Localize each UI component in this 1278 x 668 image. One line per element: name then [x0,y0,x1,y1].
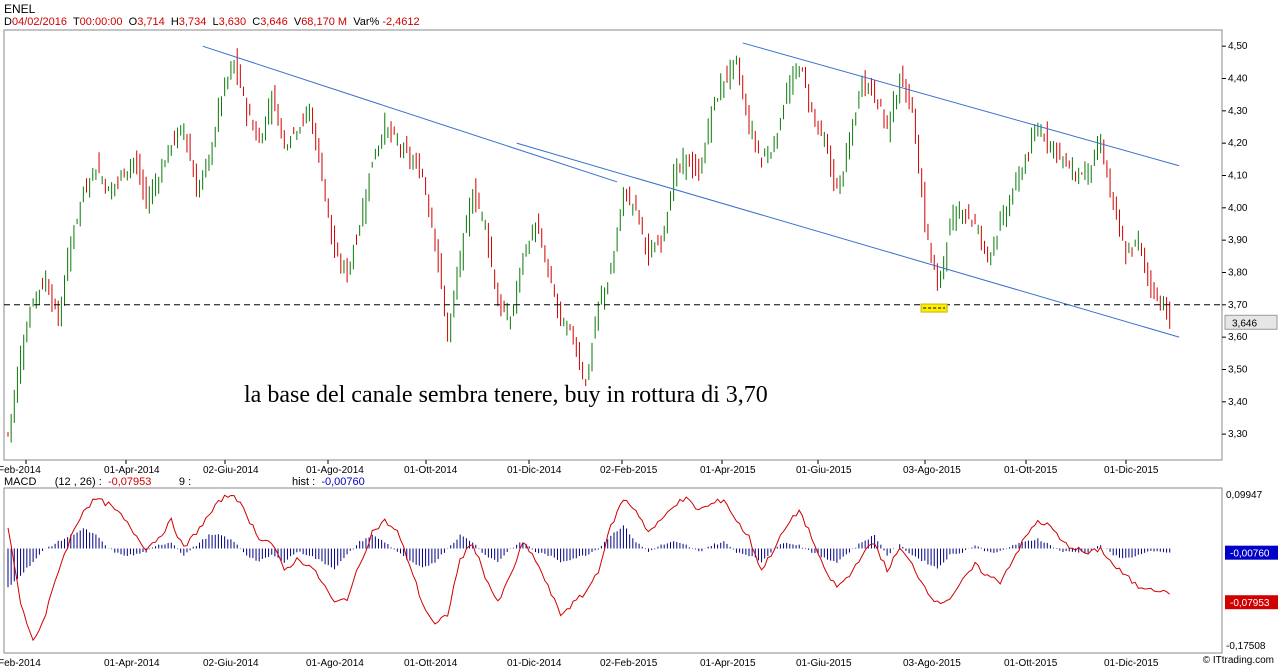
macd-panel-frame [3,487,1223,654]
info-value: 3,734 [178,16,207,28]
info-label: H [170,16,179,28]
x-tick-label: 03-Ago-2015 [903,465,961,476]
info-label: C [252,16,261,28]
x-tick-label-macd: 03-Ago-2015 [903,658,961,668]
hist-value-box-label: -0,00760 [1230,549,1270,560]
x-tick-label: 01-Dic-2014 [507,465,562,476]
info-label: Var% [353,16,383,28]
y-tick-label: 3,50 [1228,364,1248,375]
macd-value: -0,07953 [107,476,152,488]
x-tick-label: 01-Apr-2015 [700,465,756,476]
x-tick-label-macd: 01-Giu-2015 [796,658,852,668]
chart-title: ENEL [4,2,36,16]
x-tick-label-macd: 02-Feb-2015 [600,658,658,668]
x-tick-label: 01-Giu-2015 [796,465,852,476]
x-tick-label: 02-Feb-2015 [600,465,658,476]
x-tick-label-macd: 01-Ago-2014 [306,658,364,668]
macd-y-tick-label: -0,17508 [1226,641,1266,652]
y-tick-label: 4,50 [1228,41,1248,52]
y-tick-label: 4,00 [1228,203,1248,214]
info-label: O [128,16,138,28]
x-tick-label: 01-Dic-2015 [1104,465,1159,476]
info-value: 00:00:00 [79,16,123,28]
channel-trendline [516,142,1180,338]
x-tick-label: 02-Giu-2014 [203,465,259,476]
price-panel-frame [3,29,1223,461]
y-tick-label: 3,40 [1228,397,1248,408]
x-tick-label: 01-Ago-2014 [306,465,364,476]
footer-credit: © ITtrading.com [1202,655,1274,666]
info-value: -2,4612 [382,16,420,28]
ohlc-info-bar: D04/02/2016 T00:00:00 O3,714 H3,734 L3,6… [4,16,426,28]
x-tick-label-macd: 02-Giu-2014 [203,658,259,668]
y-tick-label: 3,70 [1228,300,1248,311]
candles [7,48,1171,443]
macd-y-tick-label: 0,09947 [1226,490,1263,501]
x-tick-label-macd: 01-Ott-2014 [404,658,458,668]
info-value: 68,170 M [301,16,348,28]
info-value: 3,714 [137,16,165,28]
y-tick-label: 4,40 [1228,73,1248,84]
x-tick-label-macd: 01-Ott-2015 [1004,658,1058,668]
info-label: T [72,16,80,28]
macd-line [7,494,1171,642]
y-tick-label: 3,30 [1228,429,1248,440]
y-tick-label: 4,30 [1228,106,1248,117]
y-tick-label: 3,80 [1228,267,1248,278]
info-value: 3,646 [260,16,288,28]
hist-label: hist : [291,476,316,488]
last-price-label: 3,646 [1232,318,1257,329]
x-tick-label: Feb-2014 [0,465,41,476]
x-tick-label: 01-Apr-2014 [104,465,160,476]
y-tick-label: 4,20 [1228,138,1248,149]
x-tick-label-macd: 01-Dic-2015 [1104,658,1159,668]
x-tick-label: 01-Ott-2015 [1004,465,1058,476]
x-tick-label-macd: 01-Apr-2015 [700,658,756,668]
signal-label: 9 : [178,476,192,488]
info-label: L [212,16,219,28]
last-price-box [1224,314,1278,330]
x-tick-label: 01-Ott-2014 [404,465,458,476]
hist-value-box [1225,545,1278,560]
y-tick-label: 3,60 [1228,332,1248,343]
info-label: V [293,16,302,28]
macd-params: (12 , 26) : [54,476,102,488]
x-tick-label-macd: 01-Apr-2014 [104,658,160,668]
chart-annotation: la base del canale sembra tenere, buy in… [244,382,768,408]
macd-value-box-label: -0,07953 [1230,598,1270,609]
macd-info-bar: MACD (12 , 26) : -0,07953 9 : hist : -0,… [4,476,365,488]
y-tick-label: 4,10 [1228,170,1248,181]
macd-value-box [1225,595,1278,610]
channel-trendline [742,42,1180,167]
x-tick-label-macd: Feb-2014 [0,658,41,668]
info-value: 04/02/2016 [11,16,68,28]
info-label: D [4,16,12,28]
macd-histogram [7,525,1171,588]
macd-name: MACD [4,476,37,488]
x-tick-label-macd: 01-Dic-2014 [507,658,562,668]
hist-value: -0,00760 [321,476,365,488]
channel-trendline [202,45,618,183]
y-tick-label: 3,90 [1228,235,1248,246]
info-value: 3,630 [218,16,247,28]
